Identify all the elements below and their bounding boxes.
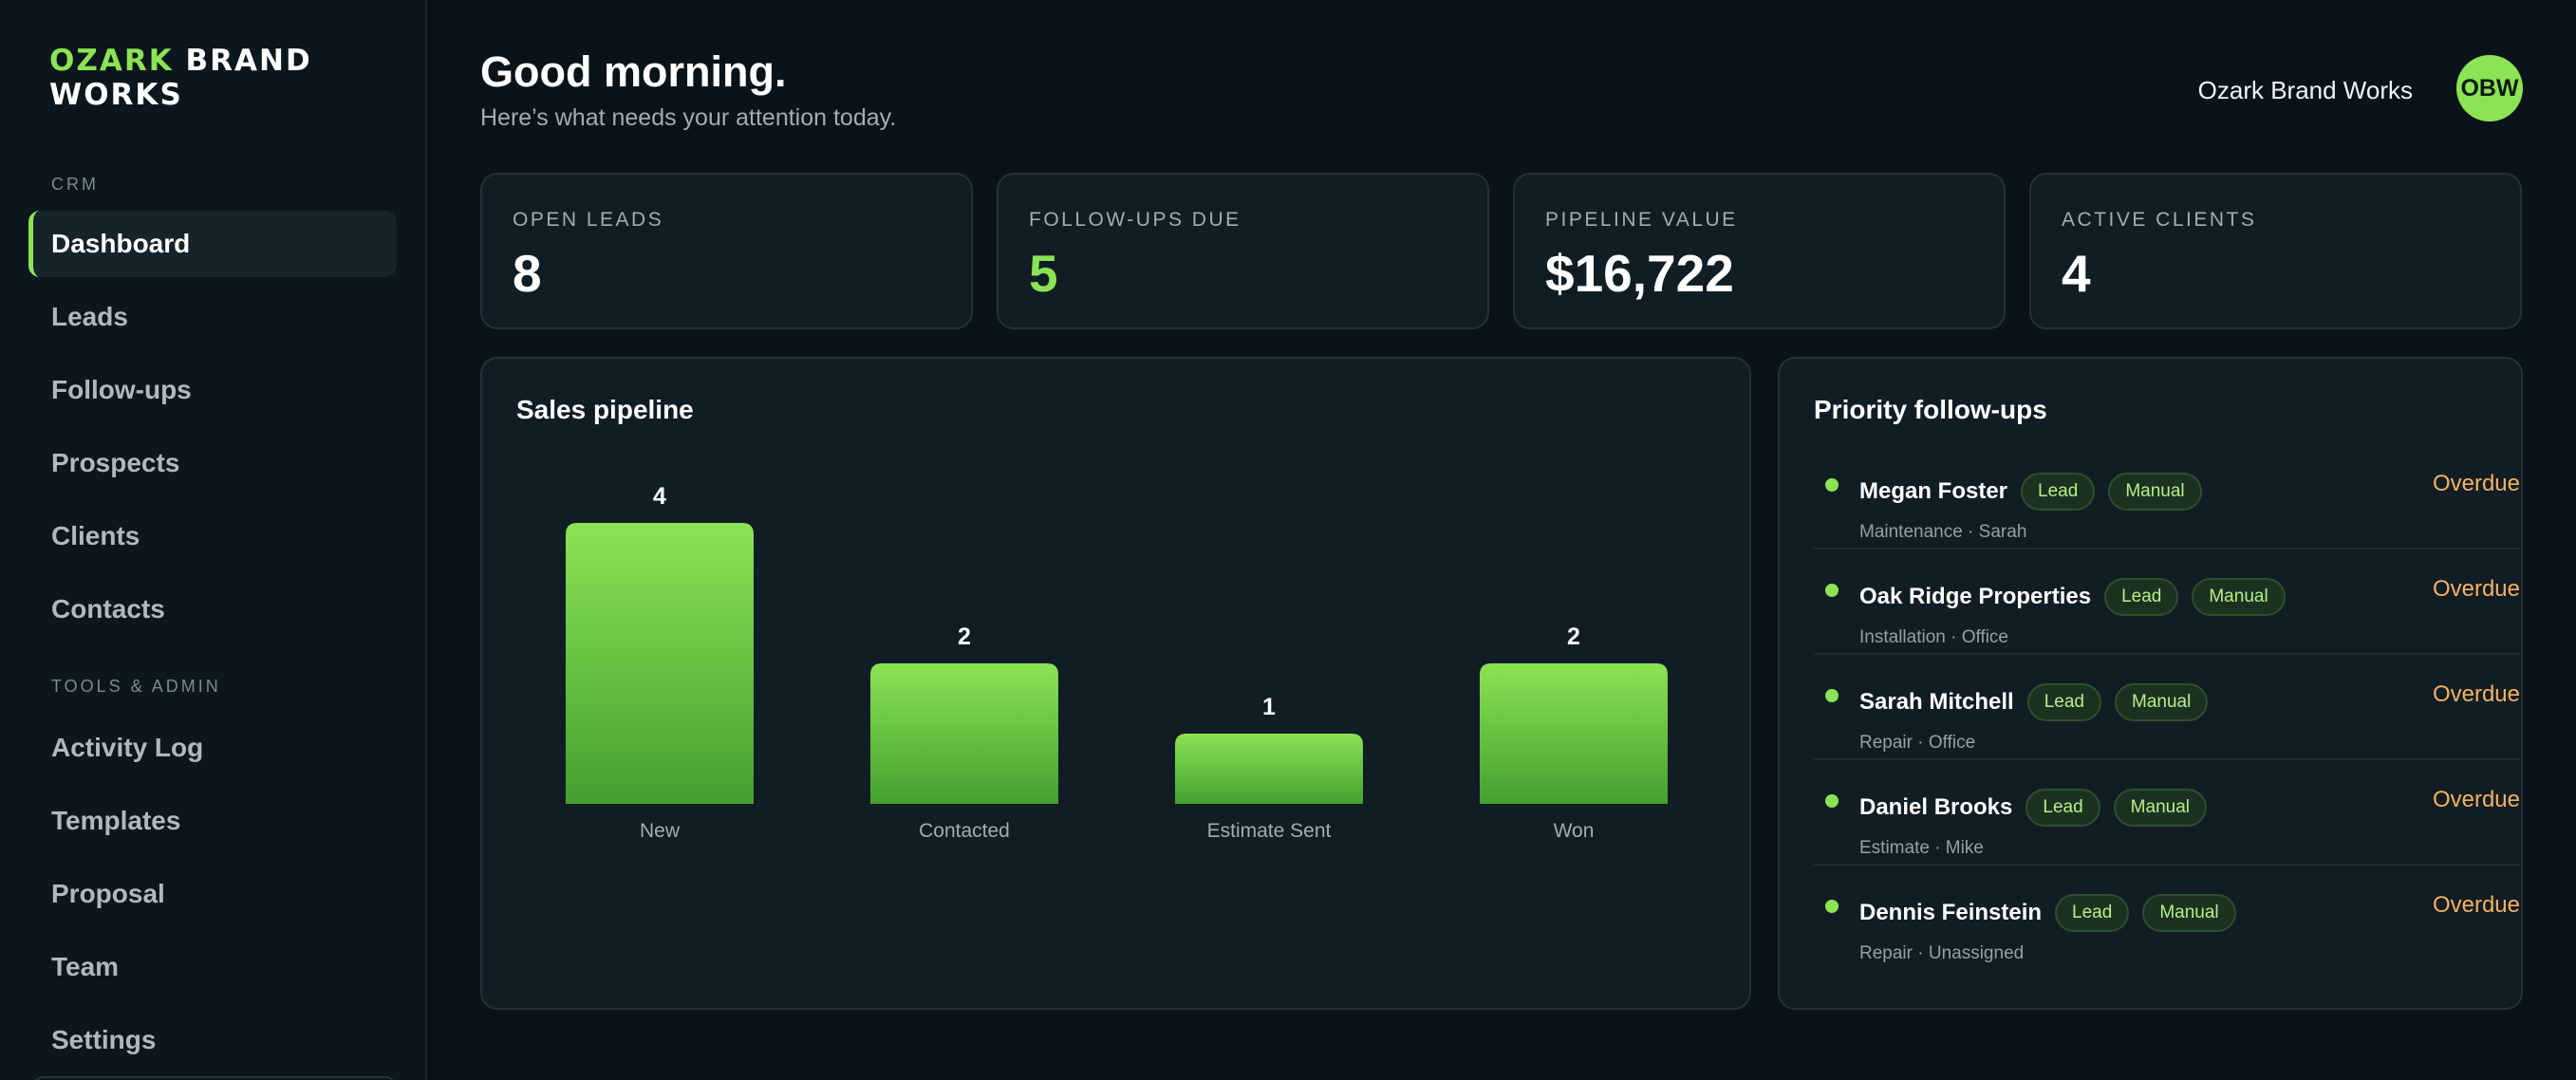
tag-badge: Lead bbox=[2055, 894, 2130, 932]
panel-title: Sales pipeline bbox=[516, 395, 694, 424]
stat-label: OPEN LEADS bbox=[513, 209, 664, 231]
chart-category-label: New bbox=[640, 820, 681, 842]
stat-card-pipeline-value[interactable]: PIPELINE VALUE $16,722 bbox=[1513, 173, 2006, 329]
sidebar-item-dashboard[interactable]: Dashboard bbox=[28, 211, 397, 277]
sidebar: OZARK BRAND WORKS CRM Dashboard Leads Fo… bbox=[0, 0, 427, 1080]
sidebar-item-clients[interactable]: Clients bbox=[51, 521, 140, 550]
follow-up-name: Dennis Feinstein bbox=[1859, 900, 2043, 925]
brand-word: BRAND bbox=[185, 44, 312, 78]
tag-badge: Lead bbox=[2026, 683, 2101, 721]
sidebar-item-proposal[interactable]: Proposal bbox=[51, 879, 165, 908]
tag-badge: Lead bbox=[2104, 578, 2179, 616]
follow-up-name: Daniel Brooks bbox=[1859, 794, 2013, 820]
section-label-tools-admin: TOOLS & ADMIN bbox=[51, 677, 221, 696]
stat-label: FOLLOW-UPS DUE bbox=[1029, 209, 1241, 231]
status-dot-icon bbox=[1825, 584, 1839, 597]
chart-data-label: 1 bbox=[1262, 694, 1276, 720]
brand-logo[interactable]: OZARK BRAND WORKS bbox=[49, 44, 312, 112]
sidebar-footer-card[interactable] bbox=[34, 1076, 395, 1080]
follow-up-name: Oak Ridge Properties bbox=[1859, 584, 2092, 609]
follow-up-name: Megan Foster bbox=[1859, 478, 2008, 504]
priority-follow-ups-panel: Priority follow-ups Megan Foster Lead Ma… bbox=[1778, 357, 2523, 1010]
brand-word-2: WORKS bbox=[49, 78, 183, 112]
brand-accent: OZARK bbox=[49, 44, 174, 78]
section-label-crm: CRM bbox=[51, 175, 99, 194]
chart-data-label: 4 bbox=[653, 483, 666, 510]
status-badge: Overdue bbox=[2432, 787, 2520, 812]
follow-up-detail: Maintenance · Sarah bbox=[1859, 522, 2027, 542]
stat-label: ACTIVE CLIENTS bbox=[2062, 209, 2257, 231]
tag-badge: Manual bbox=[2142, 894, 2236, 932]
tag-badge: Lead bbox=[2021, 473, 2096, 511]
tag-badge: Manual bbox=[2192, 578, 2286, 616]
sidebar-item-leads[interactable]: Leads bbox=[51, 302, 128, 331]
stat-value: 5 bbox=[1029, 244, 1058, 303]
follow-up-name: Sarah Mitchell bbox=[1859, 689, 2014, 715]
sidebar-item-settings[interactable]: Settings bbox=[51, 1025, 157, 1054]
chart-data-label: 2 bbox=[958, 624, 971, 650]
status-dot-icon bbox=[1825, 689, 1839, 702]
stat-value: $16,722 bbox=[1545, 244, 1734, 303]
stat-value: 4 bbox=[2062, 244, 2091, 303]
panel-title: Priority follow-ups bbox=[1814, 395, 2047, 424]
chart-bar-contacted[interactable] bbox=[870, 663, 1058, 804]
avatar[interactable]: OBW bbox=[2456, 55, 2523, 121]
stat-label: PIPELINE VALUE bbox=[1545, 209, 1738, 231]
status-dot-icon bbox=[1825, 478, 1839, 492]
chart-data-label: 2 bbox=[1567, 624, 1580, 650]
follow-up-item[interactable]: Megan Foster Lead Manual Maintenance · S… bbox=[1814, 444, 2520, 549]
tag-badge: Manual bbox=[2115, 683, 2209, 721]
follow-up-detail: Estimate · Mike bbox=[1859, 838, 1984, 858]
sidebar-item-templates[interactable]: Templates bbox=[51, 806, 181, 835]
account-name[interactable]: Ozark Brand Works bbox=[2197, 76, 2413, 104]
sidebar-item-team[interactable]: Team bbox=[51, 952, 120, 981]
tag-badge: Manual bbox=[2113, 789, 2207, 827]
chart-category-label: Contacted bbox=[919, 820, 1010, 842]
follow-up-item[interactable]: Sarah Mitchell Lead Manual Repair · Offi… bbox=[1814, 655, 2520, 760]
chart-category-label: Won bbox=[1554, 820, 1595, 842]
stat-card-active-clients[interactable]: ACTIVE CLIENTS 4 bbox=[2029, 173, 2522, 329]
chart-category-label: Estimate Sent bbox=[1207, 820, 1332, 842]
chart-bar-won[interactable] bbox=[1480, 663, 1668, 804]
sidebar-item-activity-log[interactable]: Activity Log bbox=[51, 733, 204, 762]
follow-up-detail: Repair · Unassigned bbox=[1859, 943, 2025, 963]
status-dot-icon bbox=[1825, 794, 1839, 808]
sales-pipeline-chart: 4 New 2 Contacted 1 Estimate Sent 2 Won bbox=[566, 483, 1668, 842]
follow-up-detail: Repair · Office bbox=[1859, 733, 1976, 753]
stat-card-follow-ups-due[interactable]: FOLLOW-UPS DUE 5 bbox=[997, 173, 1489, 329]
follow-up-item[interactable]: Oak Ridge Properties Lead Manual Install… bbox=[1814, 549, 2520, 655]
page-title: Good morning. bbox=[480, 47, 787, 96]
chart-bar-new[interactable] bbox=[566, 523, 754, 804]
tag-badge: Manual bbox=[2108, 473, 2202, 511]
follow-up-detail: Installation · Office bbox=[1859, 627, 2009, 647]
follow-up-item[interactable]: Dennis Feinstein Lead Manual Repair · Un… bbox=[1814, 866, 2520, 971]
status-dot-icon bbox=[1825, 900, 1839, 913]
status-badge: Overdue bbox=[2432, 681, 2520, 707]
sidebar-item-contacts[interactable]: Contacts bbox=[51, 594, 165, 624]
follow-up-item[interactable]: Daniel Brooks Lead Manual Estimate · Mik… bbox=[1814, 760, 2520, 866]
sidebar-item-prospects[interactable]: Prospects bbox=[51, 448, 180, 477]
status-badge: Overdue bbox=[2432, 471, 2520, 496]
sales-pipeline-panel: Sales pipeline 4 New 2 Contacted 1 Estimate S… bbox=[480, 357, 1751, 1010]
status-badge: Overdue bbox=[2432, 892, 2520, 918]
stat-card-open-leads[interactable]: OPEN LEADS 8 bbox=[480, 173, 973, 329]
sidebar-item-follow-ups[interactable]: Follow-ups bbox=[51, 375, 192, 404]
chart-bar-estimate-sent[interactable] bbox=[1175, 734, 1363, 804]
status-badge: Overdue bbox=[2432, 576, 2520, 602]
page-subtitle: Here’s what needs your attention today. bbox=[480, 104, 897, 131]
stat-value: 8 bbox=[513, 244, 542, 303]
tag-badge: Lead bbox=[2025, 789, 2100, 827]
